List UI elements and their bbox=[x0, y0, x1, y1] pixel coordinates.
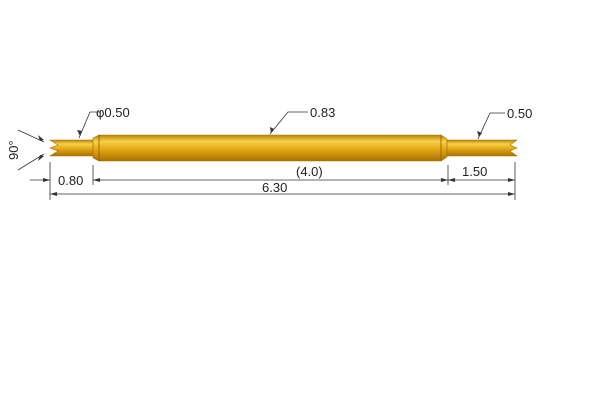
barrel bbox=[92, 134, 448, 162]
label-tip-angle: 90° bbox=[6, 140, 21, 160]
label-tip-diameter-right: 0.50 bbox=[507, 106, 532, 121]
right-plunger bbox=[446, 139, 518, 157]
label-barrel-length: (4.0) bbox=[296, 164, 323, 179]
label-tip-diameter-left: φ0.50 bbox=[96, 105, 130, 120]
left-plunger bbox=[48, 139, 94, 157]
label-left-plunger-length: 0.80 bbox=[58, 173, 83, 188]
label-right-plunger-length: 1.50 bbox=[462, 164, 487, 179]
leader-right-tip bbox=[477, 112, 505, 140]
leader-barrel bbox=[269, 111, 308, 135]
leader-left-tip bbox=[78, 111, 100, 139]
label-barrel-diameter: 0.83 bbox=[310, 105, 335, 120]
label-total-length: 6.30 bbox=[262, 180, 287, 195]
